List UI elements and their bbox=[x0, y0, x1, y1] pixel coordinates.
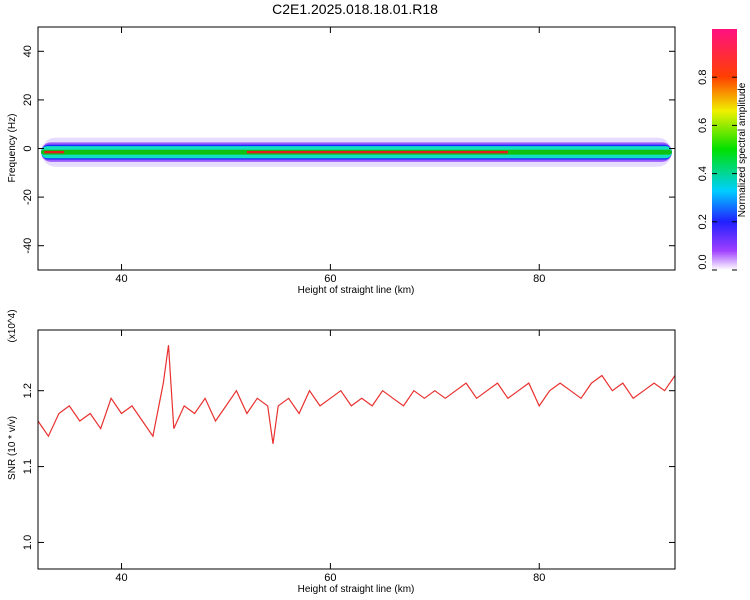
heatmap-ticks: 40 60 80 -40 -20 0 20 40 bbox=[22, 27, 675, 285]
colorbar-ticks: 0.0 0.2 0.4 0.6 0.8 bbox=[697, 70, 737, 271]
colorbar-gradient bbox=[712, 29, 737, 270]
colorbar-label: Normalized spectral amplitude bbox=[737, 82, 748, 217]
figure-title: C2E1.2025.018.18.01.R18 bbox=[272, 1, 438, 17]
heatmap-y-tick-label: 20 bbox=[22, 94, 34, 106]
snr-x-tick-label: 60 bbox=[324, 572, 336, 584]
heatmap-y-tick-label: -40 bbox=[22, 238, 34, 254]
snr-y-axis-label: SNR (10 * v/v) bbox=[7, 416, 18, 480]
snr-y-tick-label: 1.1 bbox=[22, 459, 34, 474]
heatmap-peak-left bbox=[44, 150, 65, 154]
colorbar-tick-label: 0.2 bbox=[697, 214, 709, 229]
snr-panel: 40 60 80 1.0 1.1 1.2 Height of straight line … bbox=[7, 309, 676, 595]
snr-x-axis-label: Height of straight line (km) bbox=[298, 584, 415, 595]
heatmap-peak-core bbox=[246, 150, 508, 154]
colorbar-tick-label: 0.8 bbox=[697, 70, 709, 85]
heatmap-x-tick-label: 60 bbox=[324, 273, 336, 285]
snr-y-tick-label: 1.2 bbox=[22, 383, 34, 398]
snr-plot-area bbox=[38, 345, 675, 444]
heatmap-y-tick-label: 40 bbox=[22, 45, 34, 57]
colorbar: 0.0 0.2 0.4 0.6 0.8 Normalized spectral ampl… bbox=[697, 29, 748, 271]
heatmap-plot-area bbox=[41, 137, 672, 167]
heatmap-y-axis-label: Frequency (Hz) bbox=[7, 114, 18, 183]
snr-series-line bbox=[38, 345, 675, 444]
snr-frame bbox=[37, 329, 676, 570]
heatmap-x-tick-label: 80 bbox=[533, 273, 545, 285]
snr-y-tick-label: 1.0 bbox=[22, 535, 34, 550]
snr-x-tick-label: 80 bbox=[533, 572, 545, 584]
colorbar-tick-label: 0.4 bbox=[697, 166, 709, 181]
heatmap-y-tick-label: 0 bbox=[22, 145, 34, 151]
colorbar-tick-label: 0.0 bbox=[697, 254, 709, 269]
heatmap-x-tick-label: 40 bbox=[115, 273, 127, 285]
snr-y-multiplier: (x10^4) bbox=[7, 309, 18, 342]
heatmap-panel: 40 60 80 -40 -20 0 20 40 Height of straight lin… bbox=[7, 26, 676, 296]
heatmap-x-axis-label: Height of straight line (km) bbox=[298, 285, 415, 296]
colorbar-tick-label: 0.6 bbox=[697, 118, 709, 133]
heatmap-y-tick-label: -20 bbox=[22, 189, 34, 205]
snr-ticks: 40 60 80 1.0 1.1 1.2 bbox=[22, 330, 675, 584]
snr-x-tick-label: 40 bbox=[115, 572, 127, 584]
